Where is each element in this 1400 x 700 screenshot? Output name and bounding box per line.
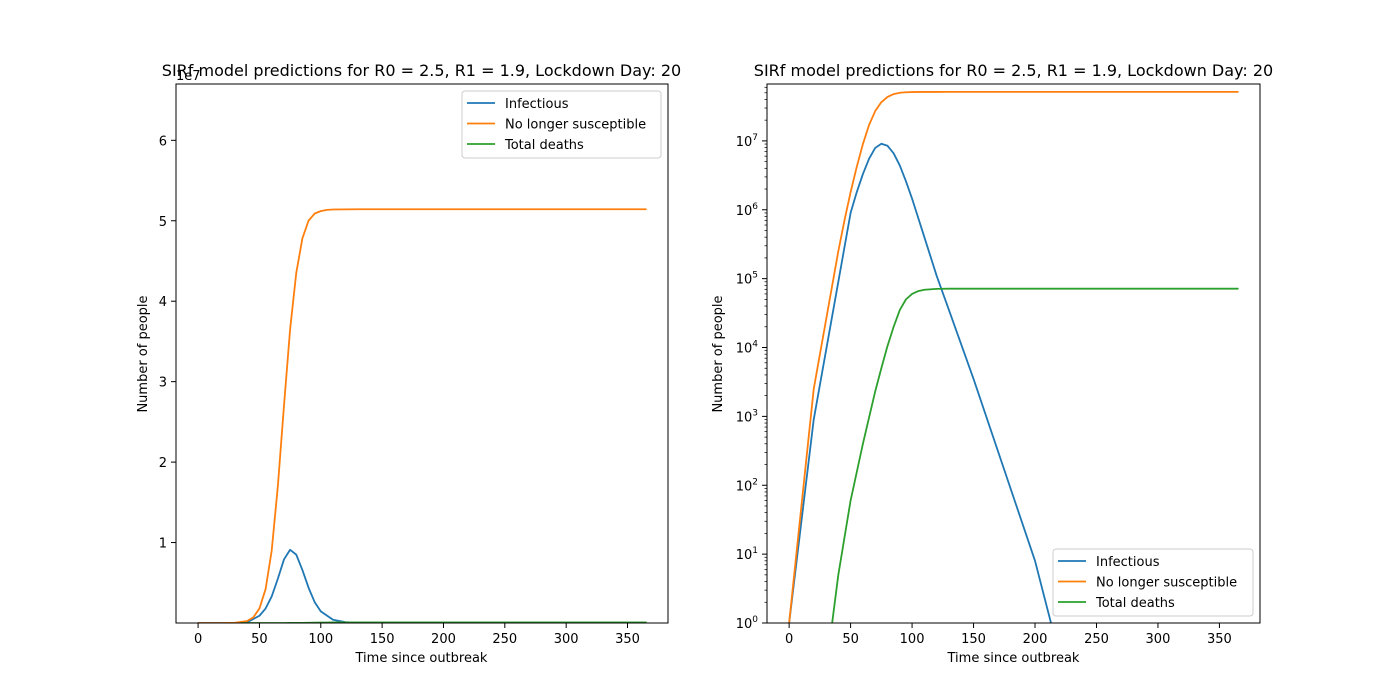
legend: Infectious No longer susceptible Total dea… (1052, 548, 1254, 617)
legend-label: No longer susceptible (505, 118, 646, 133)
axes-frame (175, 83, 669, 624)
x-tick-label: 350 (1207, 632, 1232, 647)
x-tick-label: 100 (900, 632, 925, 647)
axes-frame (766, 83, 1261, 624)
x-tick-label: 200 (431, 632, 456, 647)
y-tick-label: 5 (159, 215, 167, 230)
y-tick-label: 106 (736, 202, 759, 219)
x-tick-label: 250 (1084, 632, 1109, 647)
chart-title: SIRf model predictions for R0 = 2.5, R1 … (754, 61, 1273, 80)
x-tick-label: 50 (251, 632, 268, 647)
x-axis-label: Time since outbreak (355, 651, 488, 666)
legend-label: Infectious (1096, 555, 1160, 570)
legend-box (461, 90, 662, 159)
x-tick-label: 50 (842, 632, 859, 647)
y-tick-label: 3 (159, 376, 167, 391)
y-tick-label: 103 (736, 408, 758, 425)
series-line-total-deaths (831, 287, 1239, 623)
legend-label: Total deaths (1095, 596, 1175, 611)
y-tick-label: 101 (736, 546, 758, 563)
x-tick-label: 0 (785, 632, 793, 647)
y-axis-label: Number of people (711, 295, 726, 412)
x-tick-label: 0 (194, 632, 202, 647)
x-tick-label: 300 (554, 632, 579, 647)
y-tick-label: 6 (159, 134, 167, 149)
y-tick-label: 107 (736, 133, 758, 150)
x-tick-label: 150 (961, 632, 986, 647)
legend-label: Infectious (505, 97, 569, 112)
y-tick-label: 104 (736, 340, 759, 357)
y-tick-label: 100 (736, 615, 759, 632)
legend-box (1052, 548, 1254, 617)
series-line-infectious (788, 142, 1052, 623)
x-tick-label: 100 (308, 632, 333, 647)
y-tick-label: 2 (159, 456, 167, 471)
series-line-no-longer-susceptible (788, 91, 1239, 623)
x-tick-label: 200 (1023, 632, 1048, 647)
legend-label: Total deaths (504, 138, 584, 153)
series-line-no-longer-susceptible (197, 208, 647, 623)
x-tick-label: 350 (615, 632, 640, 647)
x-tick-label: 250 (492, 632, 517, 647)
linear-chart-panel: SIRf model predictions for R0 = 2.5, R1 … (136, 61, 681, 666)
y-axis-label: Number of people (136, 295, 151, 412)
y-offset-text: 1e7 (176, 69, 201, 84)
x-tick-label: 150 (370, 632, 395, 647)
y-tick-label: 4 (159, 295, 167, 310)
chart-title: SIRf model predictions for R0 = 2.5, R1 … (162, 61, 681, 80)
legend: Infectious No longer susceptible Total dea… (461, 90, 662, 159)
y-tick-label: 102 (736, 477, 758, 494)
y-tick-label: 1 (159, 537, 167, 552)
y-tick-label: 105 (736, 271, 758, 288)
x-axis-label: Time since outbreak (947, 651, 1080, 666)
x-tick-label: 300 (1146, 632, 1171, 647)
legend-label: No longer susceptible (1096, 576, 1237, 591)
log-chart-panel: SIRf model predictions for R0 = 2.5, R1 … (711, 61, 1273, 666)
series-group (788, 91, 1239, 623)
